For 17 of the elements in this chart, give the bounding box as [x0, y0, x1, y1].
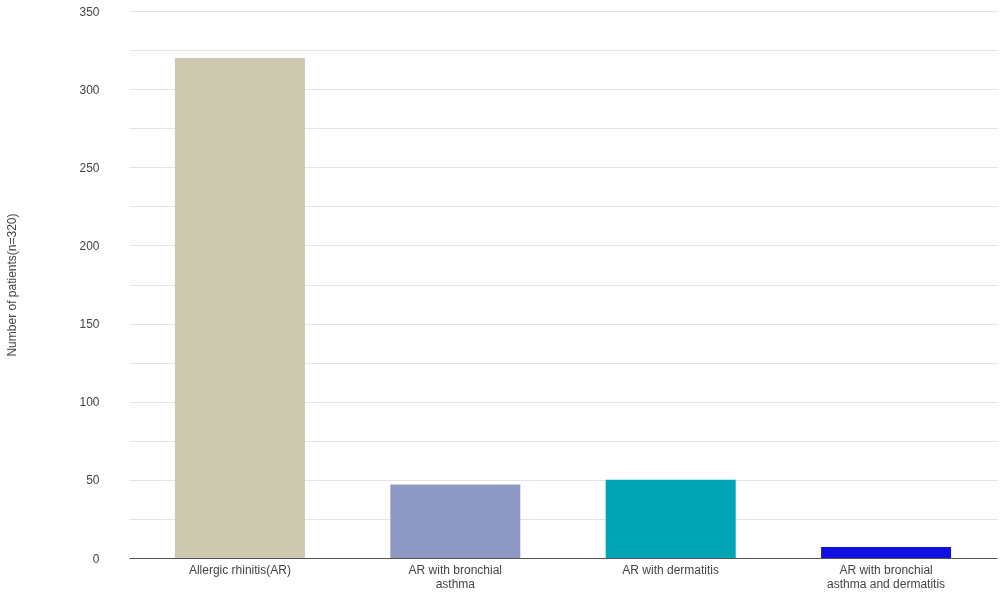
- y-tick-label: 350: [79, 4, 100, 19]
- x-tick-label: Allergic rhinitis(AR): [188, 562, 291, 577]
- x-tick-label: AR with bronchial asthma: [408, 562, 502, 591]
- y-tick-label: 250: [79, 160, 100, 175]
- x-tick-label: AR with bronchial asthma and dermatitis: [827, 562, 946, 591]
- y-tick-label: 300: [79, 82, 100, 97]
- y-tick-label: 50: [86, 473, 100, 488]
- y-axis-title: Number of patients(n=320): [5, 213, 20, 357]
- bar: [390, 484, 521, 558]
- x-tick-label: AR with dermatitis: [622, 562, 720, 577]
- y-tick-label: 150: [79, 317, 100, 332]
- bar: [605, 479, 736, 558]
- bar: [821, 547, 952, 558]
- y-tick-label: 0: [92, 551, 100, 566]
- bar: [174, 57, 305, 558]
- y-tick-label: 100: [79, 395, 100, 410]
- y-tick-label: 200: [79, 238, 100, 253]
